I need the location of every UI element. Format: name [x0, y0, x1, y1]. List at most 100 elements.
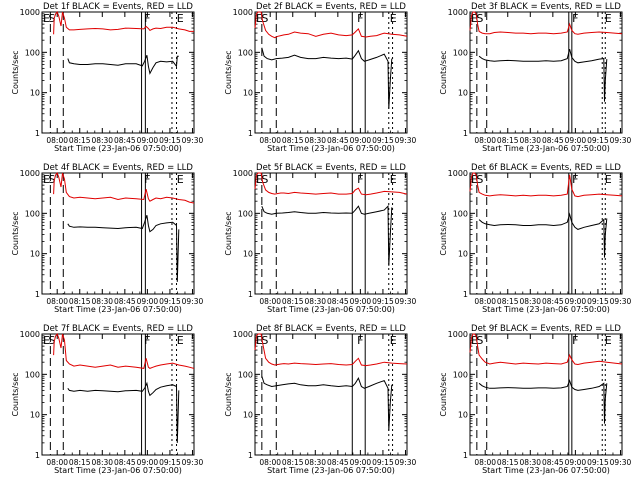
x-tick-label: 09:15: [159, 297, 181, 306]
x-tick-label: 08:30: [304, 136, 326, 145]
y-tick-label: 1000: [20, 8, 40, 17]
y-tick-label: 100: [25, 48, 40, 57]
y-tick-label: 1000: [233, 330, 253, 339]
series-line-lld: [53, 172, 194, 204]
x-tick-label: 09:15: [372, 297, 394, 306]
plot-frame: [254, 333, 408, 456]
chart-title: Det 2f BLACK = Events, RED = LLD: [256, 2, 406, 12]
y-tick-label: 100: [25, 370, 40, 379]
series-line-lld: [469, 11, 623, 35]
x-tick-label: 09:00: [137, 136, 159, 145]
region-label: E: [471, 12, 478, 25]
region-label: S: [48, 12, 55, 25]
series-line-events: [67, 381, 180, 443]
y-tick-label: 1: [35, 129, 40, 138]
region-label: S: [261, 173, 268, 186]
y-tick-label: 1000: [448, 330, 468, 339]
series-line-lld: [53, 333, 194, 369]
x-tick-label: 09:00: [137, 297, 159, 306]
y-axis-label: Counts/sec: [224, 372, 233, 416]
x-tick-label: 08:30: [519, 297, 541, 306]
x-tick-label: 08:00: [259, 297, 281, 306]
x-tick-label: 08:15: [497, 297, 519, 306]
region-label: F: [357, 334, 363, 347]
plot-frame: [469, 11, 623, 134]
y-tick-label: 1: [463, 290, 468, 299]
x-axis-label: Start Time (23-Jan-06 07:50:00): [482, 305, 610, 314]
y-tick-label: 1: [463, 129, 468, 138]
region-label: E: [471, 334, 478, 347]
x-tick-label: 08:15: [282, 297, 304, 306]
y-tick-label: 10: [243, 250, 253, 259]
region-label: E: [605, 173, 612, 186]
region-label: E: [43, 12, 50, 25]
x-tick-label: 09:30: [182, 458, 204, 467]
chart-title: Det 8f BLACK = Events, RED = LLD: [256, 324, 406, 334]
y-tick-label: 10: [458, 89, 468, 98]
x-tick-label: 08:00: [46, 136, 68, 145]
y-axis-label: Counts/sec: [224, 50, 233, 94]
x-tick-label: 09:15: [587, 458, 609, 467]
x-tick-label: 08:45: [542, 458, 564, 467]
chart-title: Det 1f BLACK = Events, RED = LLD: [43, 2, 193, 12]
x-tick-label: 09:00: [350, 297, 372, 306]
region-label: S: [48, 173, 55, 186]
series-line-lld: [254, 11, 408, 39]
y-tick-label: 1: [35, 290, 40, 299]
series-line-lld: [53, 11, 194, 35]
chart-title: Det 5f BLACK = Events, RED = LLD: [256, 163, 406, 173]
y-tick-label: 10: [30, 411, 40, 420]
region-label: S: [261, 12, 268, 25]
x-tick-label: 09:00: [565, 297, 587, 306]
region-label: F: [572, 334, 578, 347]
series-line-events: [261, 204, 393, 266]
series-line-events: [478, 379, 608, 424]
x-tick-label: 09:15: [587, 136, 609, 145]
x-tick-label: 08:45: [327, 458, 349, 467]
region-label: F: [144, 12, 150, 25]
x-tick-label: 08:15: [282, 136, 304, 145]
x-tick-label: 08:45: [327, 136, 349, 145]
x-tick-label: 09:15: [159, 136, 181, 145]
x-tick-label: 09:30: [395, 297, 417, 306]
series-line-events: [261, 47, 393, 109]
chart-title: Det 3f BLACK = Events, RED = LLD: [471, 2, 621, 12]
x-tick-label: 08:00: [474, 297, 496, 306]
plot-frame: [41, 172, 195, 295]
y-tick-label: 1000: [233, 8, 253, 17]
x-tick-label: 09:30: [395, 458, 417, 467]
x-tick-label: 08:30: [91, 136, 113, 145]
x-axis-label: Start Time (23-Jan-06 07:50:00): [267, 466, 395, 475]
region-label: S: [261, 334, 268, 347]
x-tick-label: 08:30: [519, 458, 541, 467]
x-axis-label: Start Time (23-Jan-06 07:50:00): [54, 466, 182, 475]
y-axis-label: Counts/sec: [224, 211, 233, 255]
x-axis-label: Start Time (23-Jan-06 07:50:00): [482, 144, 610, 153]
region-label: F: [572, 12, 578, 25]
x-tick-label: 08:45: [114, 297, 136, 306]
region-label: F: [144, 334, 150, 347]
x-tick-label: 08:45: [327, 297, 349, 306]
series-line-lld: [469, 333, 623, 366]
x-tick-label: 09:00: [350, 458, 372, 467]
x-tick-label: 09:30: [182, 136, 204, 145]
y-tick-label: 100: [25, 209, 40, 218]
plot-frame: [254, 172, 408, 295]
region-label: E: [43, 334, 50, 347]
y-tick-label: 1000: [20, 330, 40, 339]
chart-title: Det 7f BLACK = Events, RED = LLD: [43, 324, 193, 334]
x-tick-label: 09:30: [395, 136, 417, 145]
y-tick-label: 10: [458, 250, 468, 259]
region-label: F: [144, 173, 150, 186]
x-tick-label: 09:00: [565, 136, 587, 145]
y-axis-label: Counts/sec: [11, 211, 20, 255]
series-line-lld: [254, 333, 408, 367]
y-tick-label: 1000: [448, 169, 468, 178]
